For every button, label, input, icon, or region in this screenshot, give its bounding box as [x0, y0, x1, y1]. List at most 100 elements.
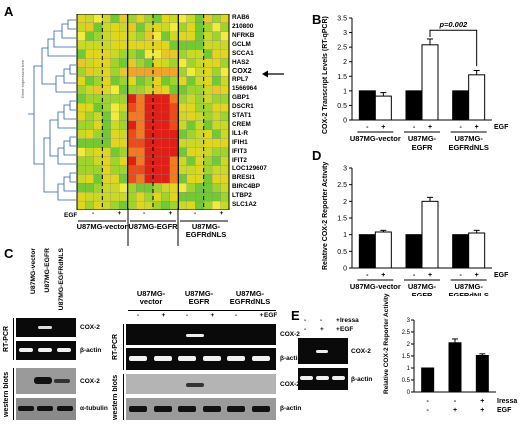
y-tick-label: 1	[343, 232, 347, 239]
blot-actin-right	[126, 398, 276, 420]
egf-sign-c: -	[235, 312, 238, 319]
heatmap-cell	[102, 76, 111, 86]
heatmap-cell	[76, 58, 86, 68]
heatmap-cell	[161, 129, 170, 139]
panel-label-e: E	[291, 308, 300, 323]
chart-b: 0 0.5 1 1.5 2 2.5 3 3.5 - + - + - + EGF U87MG-vector U87…	[337, 16, 509, 151]
heatmap-cell	[93, 22, 103, 32]
heatmap-cell	[85, 138, 94, 148]
heatmap-cell	[76, 111, 86, 122]
heatmap-cell	[110, 147, 120, 157]
label-cox2-right-blot: COX-2	[280, 381, 300, 388]
y-tick-label: 2	[407, 342, 411, 348]
heatmap-cell	[110, 192, 120, 202]
heatmap-cell	[93, 49, 103, 59]
egf-sign: -	[459, 124, 462, 131]
label-actin-e: β-actin	[351, 376, 373, 383]
egf-sign: -	[413, 124, 416, 131]
gene-label: NFRKB	[232, 31, 255, 39]
heatmap-cell	[178, 76, 187, 86]
heatmap-cell	[93, 58, 103, 68]
heatmap-cell	[195, 76, 204, 86]
heatmap-cell	[110, 165, 120, 175]
heatmap-cell	[186, 85, 196, 95]
egf-sign: -	[366, 124, 369, 131]
heatmap-cell	[119, 147, 128, 157]
group-label-a-egfr: U87MG-EGFR	[128, 222, 178, 231]
rtpcr-label-left: RT-PCR	[3, 325, 10, 353]
gene-label: IFIT2	[232, 156, 247, 164]
heatmap-cell	[195, 94, 204, 104]
heatmap-cell	[203, 76, 213, 86]
gene-label: SCCA1	[232, 49, 254, 57]
heatmap-cell	[144, 183, 154, 193]
heatmap-cell	[119, 76, 128, 86]
heatmap-cell	[110, 129, 120, 139]
heatmap-cell	[161, 192, 170, 202]
label-cox2-left-blot: COX-2	[80, 378, 100, 385]
heatmap-cell	[203, 174, 213, 184]
heatmap-cell	[110, 138, 120, 148]
heatmap-cell	[127, 147, 137, 157]
heatmap-cell	[161, 40, 170, 50]
heatmap-cell	[136, 120, 145, 130]
heatmap-cell	[144, 120, 154, 130]
heatmap-cell	[203, 192, 213, 202]
heatmap-cell	[220, 14, 230, 24]
heatmap-cell	[203, 129, 213, 139]
heatmap-cell	[144, 22, 154, 32]
heatmap-cell	[102, 58, 111, 68]
heatmap-cell	[76, 40, 86, 50]
y-tick-label: 1.5	[402, 354, 411, 360]
tree-label: Gene expression tree	[20, 60, 25, 99]
heatmap-cell	[76, 174, 86, 184]
heatmap-cell	[110, 76, 120, 86]
heatmap-cell	[203, 22, 213, 32]
heatmap-cell	[85, 129, 94, 139]
heatmap-cell	[76, 76, 86, 86]
heatmap-cell	[220, 165, 230, 175]
heatmap-cell	[186, 76, 196, 86]
y-axis-label-e: Relative COX-2 Reporter Activity	[383, 293, 390, 394]
heatmap-cell	[220, 183, 230, 193]
bar	[421, 200, 439, 269]
heatmap-cell	[152, 183, 162, 193]
y-tick-label: 0	[343, 118, 347, 125]
heatmap-cell	[119, 120, 128, 130]
heatmap-cell	[152, 174, 162, 184]
bar	[452, 90, 470, 121]
heatmap-cell	[178, 58, 187, 68]
gene-label: DSCR1	[232, 103, 254, 111]
heatmap-cell	[203, 85, 213, 95]
heatmap-cell	[178, 111, 187, 122]
y-tick-label: 1	[343, 88, 347, 95]
gene-label: STAT1	[232, 111, 252, 119]
heatmap-cell	[85, 94, 94, 104]
heatmap-cell	[195, 156, 204, 166]
heatmap-cell	[220, 58, 230, 68]
category-label: EGFR	[412, 291, 433, 296]
heatmap-cell	[212, 58, 221, 68]
y-tick-label: 2	[343, 199, 347, 206]
heatmap-cell	[102, 49, 111, 59]
heatmap-cell	[195, 120, 204, 130]
heatmap-cell	[195, 49, 204, 59]
heatmap-cell	[186, 111, 196, 122]
heatmap-cell	[85, 67, 94, 77]
heatmap-cell	[169, 102, 179, 113]
chart-e: 0 0.5 1 1.5 2 2.5 3 - - - + + + Iressa EGF	[402, 318, 518, 414]
heatmap-cell	[186, 31, 196, 41]
heatmap-cell	[102, 111, 111, 122]
heatmap-cell	[85, 22, 94, 32]
heatmap-cell	[169, 156, 179, 166]
gene-label: SLC1A2	[232, 201, 257, 209]
heatmap-cell	[119, 156, 128, 166]
heatmap-cell	[169, 76, 179, 86]
heatmap	[76, 14, 230, 210]
egf-label: EGF	[494, 272, 509, 279]
heatmap-cell	[136, 174, 145, 184]
heatmap-cell	[169, 85, 179, 95]
category-label: U87MG-	[408, 282, 437, 291]
heatmap-cell	[144, 174, 154, 184]
heatmap-cell	[161, 102, 170, 113]
